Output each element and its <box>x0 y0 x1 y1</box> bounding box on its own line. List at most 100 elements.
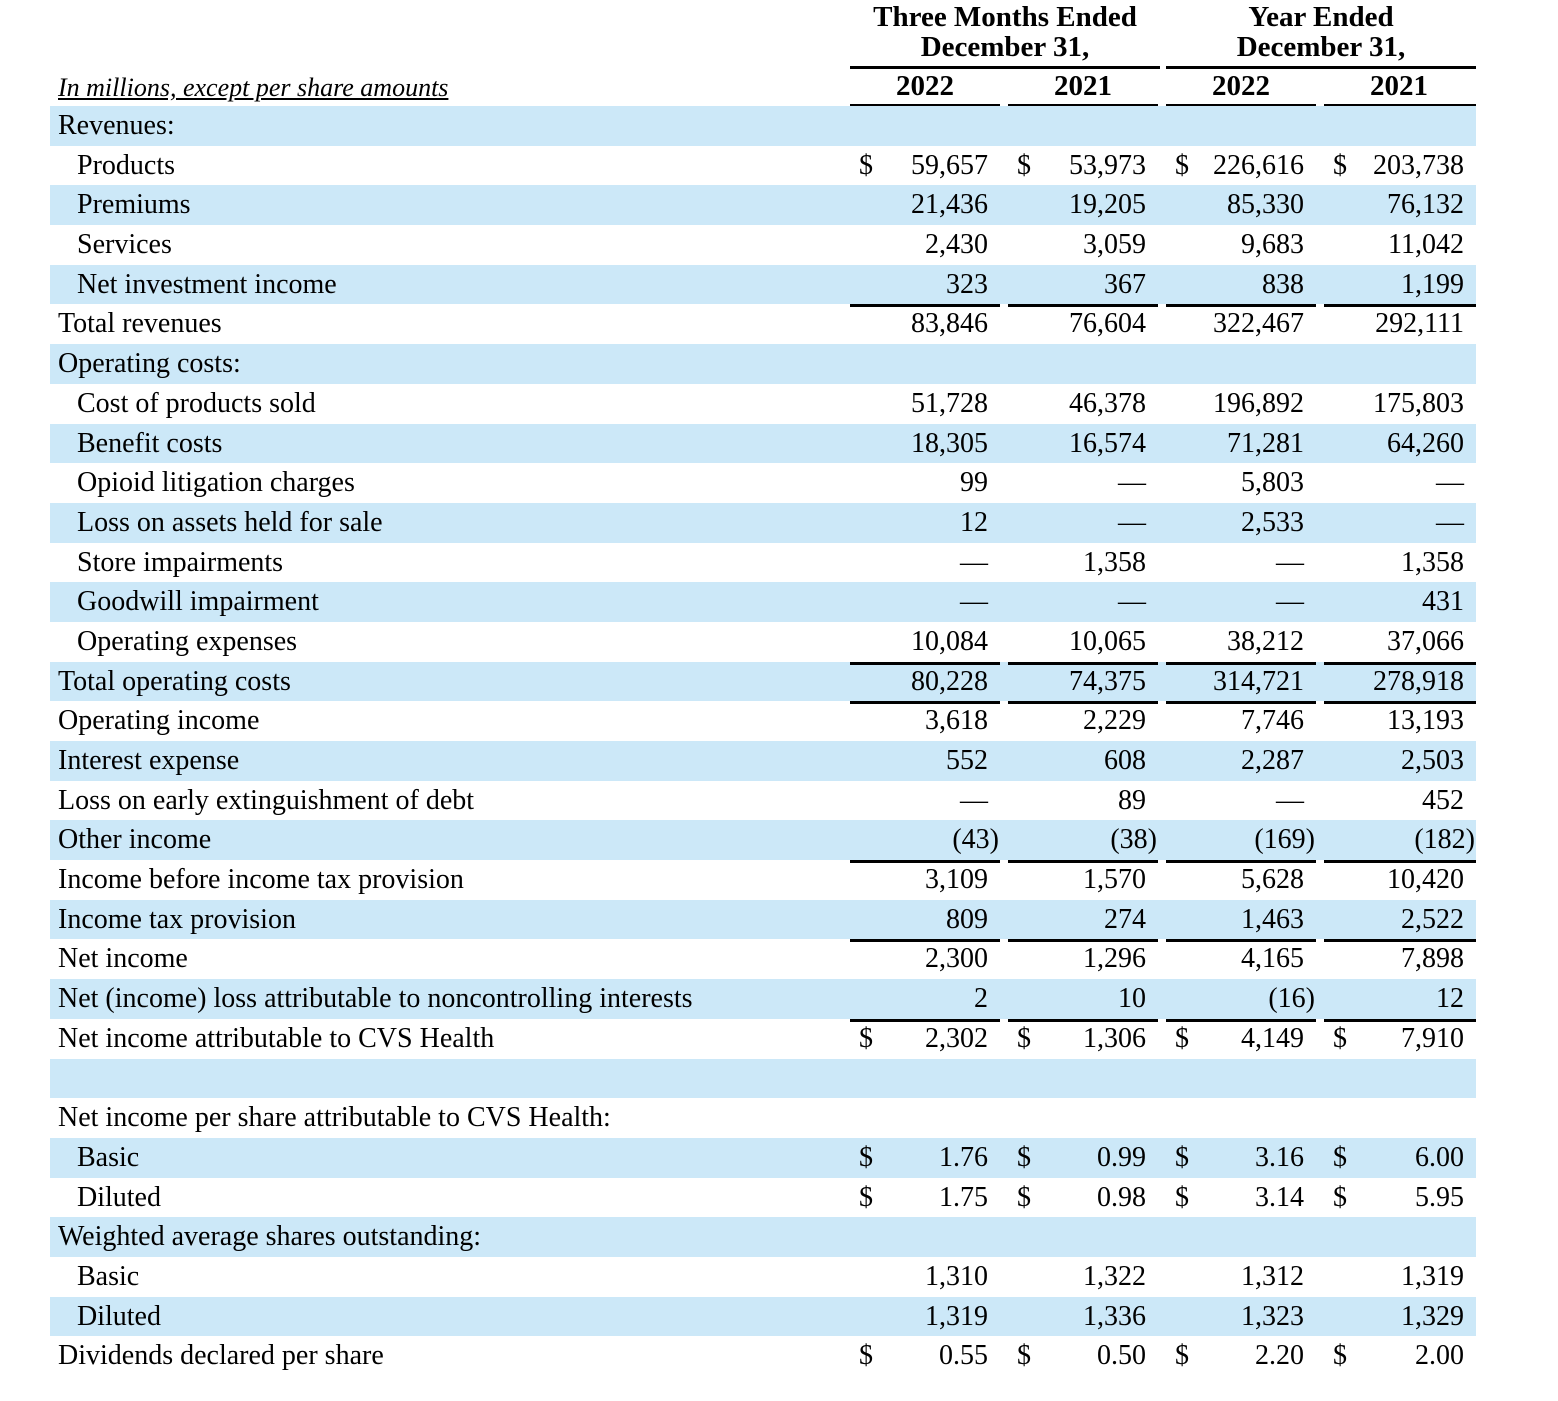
table-cell <box>1166 1059 1316 1099</box>
table-cell: $4,149 <box>1166 1018 1316 1069</box>
table-cell: 10,084 <box>850 622 1000 662</box>
table-cell: $7,910 <box>1324 1018 1476 1069</box>
table-cell: $0.55 <box>850 1336 1000 1376</box>
cell-value: 0.98 <box>1097 1181 1146 1213</box>
table-cell: $203,738 <box>1324 146 1476 186</box>
cell-value: 5,628 <box>1241 864 1304 896</box>
currency-symbol: $ <box>1333 1022 1347 1054</box>
table-cell: 12 <box>1324 979 1476 1019</box>
year-header-q-2021: 2021 <box>1054 70 1112 102</box>
row-label: Diluted <box>77 1300 161 1332</box>
cell-value: 226,616 <box>1213 149 1304 181</box>
table-cell: 314,721 <box>1166 661 1316 702</box>
cell-value: 2.00 <box>1415 1340 1464 1372</box>
cell-value: 1,319 <box>925 1300 988 1332</box>
cell-value: 1,312 <box>1241 1260 1304 1292</box>
table-row-operating-costs: Operating costs: <box>50 344 1476 384</box>
table-cell: 1,312 <box>1166 1257 1316 1297</box>
cell-value: 1,358 <box>1083 546 1146 578</box>
cell-value: 2,522 <box>1401 903 1464 935</box>
table-cell: (169) <box>1166 820 1316 860</box>
table-cell: — <box>850 543 1000 583</box>
table-cell: 3,618 <box>850 701 1000 741</box>
year-ended-header: Year Ended December 31, <box>1166 2 1476 62</box>
table-cell: — <box>1008 582 1158 622</box>
cell-value: 2,302 <box>925 1022 988 1054</box>
table-row-operating-income: Operating income 3,618 2,229 7,746 13,193 <box>50 701 1476 741</box>
table-cell <box>1166 344 1316 384</box>
cell-value: 1,463 <box>1241 903 1304 935</box>
table-row-other-income: Other income (43) (38) (169) (182) <box>50 820 1476 861</box>
table-cell: 46,378 <box>1008 384 1158 424</box>
cell-value: 59,657 <box>911 149 988 181</box>
year-ended-header-underline <box>1166 66 1476 69</box>
table-cell: $0.98 <box>1008 1178 1158 1218</box>
cell-value: 76,132 <box>1387 189 1464 221</box>
table-row-diluted: Diluted $1.75 $0.98 $3.14 $5.95 <box>50 1178 1476 1218</box>
cell-value: — <box>1436 506 1464 538</box>
cell-value: 89 <box>1118 784 1146 816</box>
cell-value: 1,296 <box>1083 943 1146 975</box>
cell-value: 367 <box>1104 268 1146 300</box>
cell-value: 196,892 <box>1213 387 1304 419</box>
row-label: Dividends declared per share <box>58 1340 384 1372</box>
table-cell <box>1166 106 1316 146</box>
table-row-income-tax-provision: Income tax provision 809 274 1,463 2,522 <box>50 899 1476 940</box>
currency-symbol: $ <box>1333 1340 1347 1372</box>
table-cell: 196,892 <box>1166 384 1316 424</box>
table-cell: 1,319 <box>850 1297 1000 1337</box>
table-cell <box>1008 1098 1158 1138</box>
cell-value: 0.50 <box>1097 1340 1146 1372</box>
table-cell: 2,229 <box>1008 701 1158 741</box>
table-row-goodwill-impairment: Goodwill impairment — — — 431 <box>50 582 1476 622</box>
table-cell: 16,574 <box>1008 424 1158 464</box>
table-cell <box>850 344 1000 384</box>
row-label: Total revenues <box>58 308 222 340</box>
cell-value: (169) <box>1254 824 1315 856</box>
table-row-loss-on-assets-held-for-sale: Loss on assets held for sale 12 — 2,533 — <box>50 502 1476 543</box>
table-row-interest-expense: Interest expense 552 608 2,287 2,503 <box>50 741 1476 781</box>
table-cell: (38) <box>1008 820 1158 860</box>
cell-value: 3,109 <box>925 864 988 896</box>
row-label: Operating costs: <box>58 348 241 380</box>
cell-value: 53,973 <box>1069 149 1146 181</box>
row-label: Opioid litigation charges <box>77 467 355 499</box>
table-cell: $59,657 <box>850 146 1000 186</box>
currency-symbol: $ <box>859 149 873 181</box>
income-statement-table: Revenues: Products $59,657 $53,973 $226,616 $… <box>50 106 1476 1376</box>
row-label: Net (income) loss attributable to noncon… <box>58 983 693 1015</box>
cell-value: 203,738 <box>1373 149 1464 181</box>
table-row-net-income-attributable-to-cvs-health: Net income attributable to CVS Health $2,… <box>50 1018 1476 1069</box>
table-cell: 5,628 <box>1166 860 1316 900</box>
table-row-dividends-declared-per-share: Dividends declared per share $0.55 $0.50 $2… <box>50 1336 1476 1376</box>
cell-value: 2 <box>974 983 988 1015</box>
table-row-services: Services 2,430 3,059 9,683 11,042 <box>50 225 1476 265</box>
table-cell: 367 <box>1008 265 1158 305</box>
currency-symbol: $ <box>859 1181 873 1213</box>
table-cell: $3.14 <box>1166 1178 1316 1218</box>
currency-symbol: $ <box>1017 1141 1031 1173</box>
table-cell: — <box>1166 543 1316 583</box>
cell-value: 608 <box>1104 745 1146 776</box>
table-cell <box>1324 1059 1476 1099</box>
table-cell: $2.00 <box>1324 1336 1476 1376</box>
three-months-ended-header: Three Months Ended December 31, <box>850 2 1160 62</box>
row-label: Benefit costs <box>77 427 223 459</box>
table-cell <box>1324 344 1476 384</box>
table-cell: 9,683 <box>1166 225 1316 265</box>
table-row-net-income-loss-attributable-to-noncontrolling-interests: Net (income) loss attributable to noncon… <box>50 979 1476 1019</box>
table-cell: 2,430 <box>850 225 1000 265</box>
cell-value: 76,604 <box>1069 308 1146 340</box>
cell-value: 274 <box>1104 903 1146 935</box>
cell-value: 1,358 <box>1401 546 1464 578</box>
table-cell <box>850 1059 1000 1099</box>
table-cell: 2,522 <box>1324 900 1476 940</box>
table-cell <box>1166 1217 1316 1257</box>
cell-value: 2,533 <box>1241 506 1304 538</box>
cell-value: 0.55 <box>939 1340 988 1372</box>
table-cell: 175,803 <box>1324 384 1476 424</box>
cell-value: 552 <box>946 745 988 776</box>
year-underline-fy-2022 <box>1166 104 1316 107</box>
table-row-total-revenues: Total revenues 83,846 76,604 322,467 292,111 <box>50 304 1476 344</box>
year-underline-fy-2021 <box>1324 104 1476 107</box>
